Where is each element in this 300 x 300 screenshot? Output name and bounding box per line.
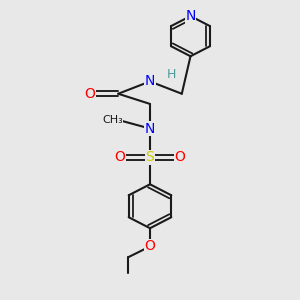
Text: N: N [145, 74, 155, 88]
Text: O: O [175, 151, 185, 164]
Text: N: N [185, 9, 196, 23]
Text: N: N [145, 122, 155, 136]
Text: O: O [115, 151, 125, 164]
Text: O: O [145, 239, 155, 254]
Text: S: S [146, 151, 154, 164]
Text: H: H [167, 68, 176, 81]
Text: CH₃: CH₃ [102, 115, 123, 125]
Text: O: O [85, 87, 95, 101]
